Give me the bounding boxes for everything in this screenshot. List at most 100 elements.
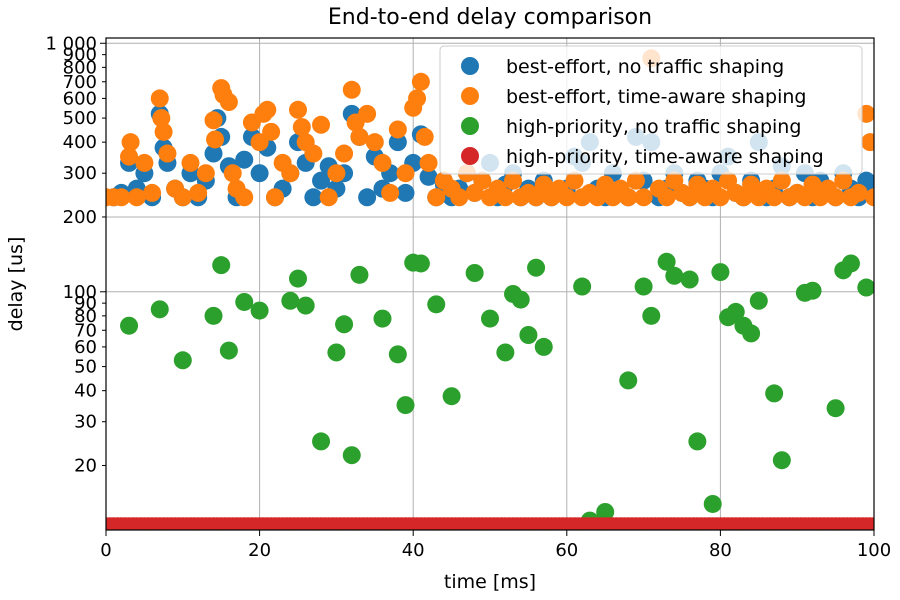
data-point xyxy=(121,133,140,152)
data-point xyxy=(765,188,784,207)
data-point xyxy=(292,118,311,137)
data-point xyxy=(388,120,407,139)
data-point xyxy=(680,270,699,289)
y-tick-label: 50 xyxy=(74,357,97,378)
data-point xyxy=(358,104,377,123)
data-point xyxy=(481,309,499,328)
data-point xyxy=(688,432,707,451)
data-point xyxy=(204,144,223,163)
data-point xyxy=(342,80,361,99)
data-point xyxy=(861,133,874,152)
data-point xyxy=(335,144,354,163)
data-point xyxy=(381,183,400,202)
data-point xyxy=(358,188,377,207)
data-point xyxy=(634,188,653,207)
data-point xyxy=(235,292,254,311)
data-point xyxy=(749,291,768,310)
data-point xyxy=(396,396,415,415)
data-point xyxy=(834,171,853,190)
data-point xyxy=(319,188,338,207)
y-tick-label: 700 xyxy=(63,72,97,93)
data-point xyxy=(289,100,307,119)
legend: best-effort, no traffic shaping best-effo… xyxy=(439,45,863,175)
data-point xyxy=(534,337,553,356)
data-point xyxy=(350,127,369,146)
data-point xyxy=(665,266,684,285)
data-point xyxy=(143,183,162,202)
data-point xyxy=(626,171,645,190)
data-point xyxy=(206,130,225,149)
data-point xyxy=(335,315,354,334)
data-point xyxy=(465,264,484,283)
data-point xyxy=(711,188,730,207)
data-point xyxy=(196,164,215,183)
data-point xyxy=(150,300,169,319)
x-axis: 0 20 40 60 80 100 xyxy=(100,530,891,561)
x-axis-label: time [ms] xyxy=(444,571,536,593)
data-point xyxy=(312,115,331,134)
legend-marker xyxy=(461,87,479,105)
data-point xyxy=(411,254,430,273)
plot-frame xyxy=(105,37,875,531)
data-point xyxy=(296,296,315,315)
data-point xyxy=(281,164,300,183)
data-point xyxy=(204,306,223,325)
data-point xyxy=(557,188,576,207)
data-point xyxy=(112,188,131,207)
data-point xyxy=(173,351,192,370)
data-point xyxy=(865,188,874,207)
data-point xyxy=(158,144,177,163)
data-point xyxy=(350,265,369,284)
data-point xyxy=(408,89,427,108)
data-point xyxy=(235,150,254,169)
x-tick-label: 60 xyxy=(555,540,578,561)
data-point xyxy=(262,122,281,141)
data-point xyxy=(772,451,791,470)
legend-marker xyxy=(461,57,479,75)
data-point xyxy=(849,183,868,202)
data-point xyxy=(150,89,169,108)
data-point xyxy=(419,153,438,172)
y-tick-label: 1 000 xyxy=(45,33,97,54)
data-point xyxy=(826,399,845,418)
data-point xyxy=(442,387,461,406)
y-tick-label: 100 xyxy=(63,282,97,303)
data-point xyxy=(327,164,346,183)
data-point xyxy=(511,290,530,309)
y-tick-label: 20 xyxy=(74,455,97,476)
data-point xyxy=(596,502,615,521)
data-point xyxy=(373,153,392,172)
data-point xyxy=(135,153,154,172)
data-point xyxy=(127,188,146,207)
y-tick-label: 800 xyxy=(63,57,97,78)
data-point xyxy=(857,278,874,297)
legend-box xyxy=(439,45,863,175)
legend-marker xyxy=(461,117,479,135)
data-point xyxy=(312,432,331,451)
x-tick-label: 40 xyxy=(402,540,425,561)
y-tick-label: 600 xyxy=(63,88,97,109)
data-point xyxy=(619,371,638,390)
data-point xyxy=(772,171,791,190)
y-tick-label: 300 xyxy=(63,163,97,184)
data-point xyxy=(866,517,874,530)
data-point xyxy=(312,171,331,190)
data-point xyxy=(642,306,661,325)
y-axis-label: delay [us] xyxy=(5,237,27,332)
data-point xyxy=(527,258,546,277)
legend-marker xyxy=(461,147,479,165)
data-point xyxy=(841,254,860,273)
data-point xyxy=(373,309,392,328)
data-point xyxy=(258,100,277,119)
data-point xyxy=(419,167,438,186)
y-tick-label: 500 xyxy=(63,108,97,129)
data-point xyxy=(342,446,361,465)
data-point xyxy=(427,295,446,314)
data-point xyxy=(120,147,139,166)
data-point xyxy=(519,325,538,344)
series-3 xyxy=(120,252,874,530)
data-point xyxy=(189,183,208,202)
data-point xyxy=(826,188,845,207)
data-point xyxy=(173,188,192,207)
